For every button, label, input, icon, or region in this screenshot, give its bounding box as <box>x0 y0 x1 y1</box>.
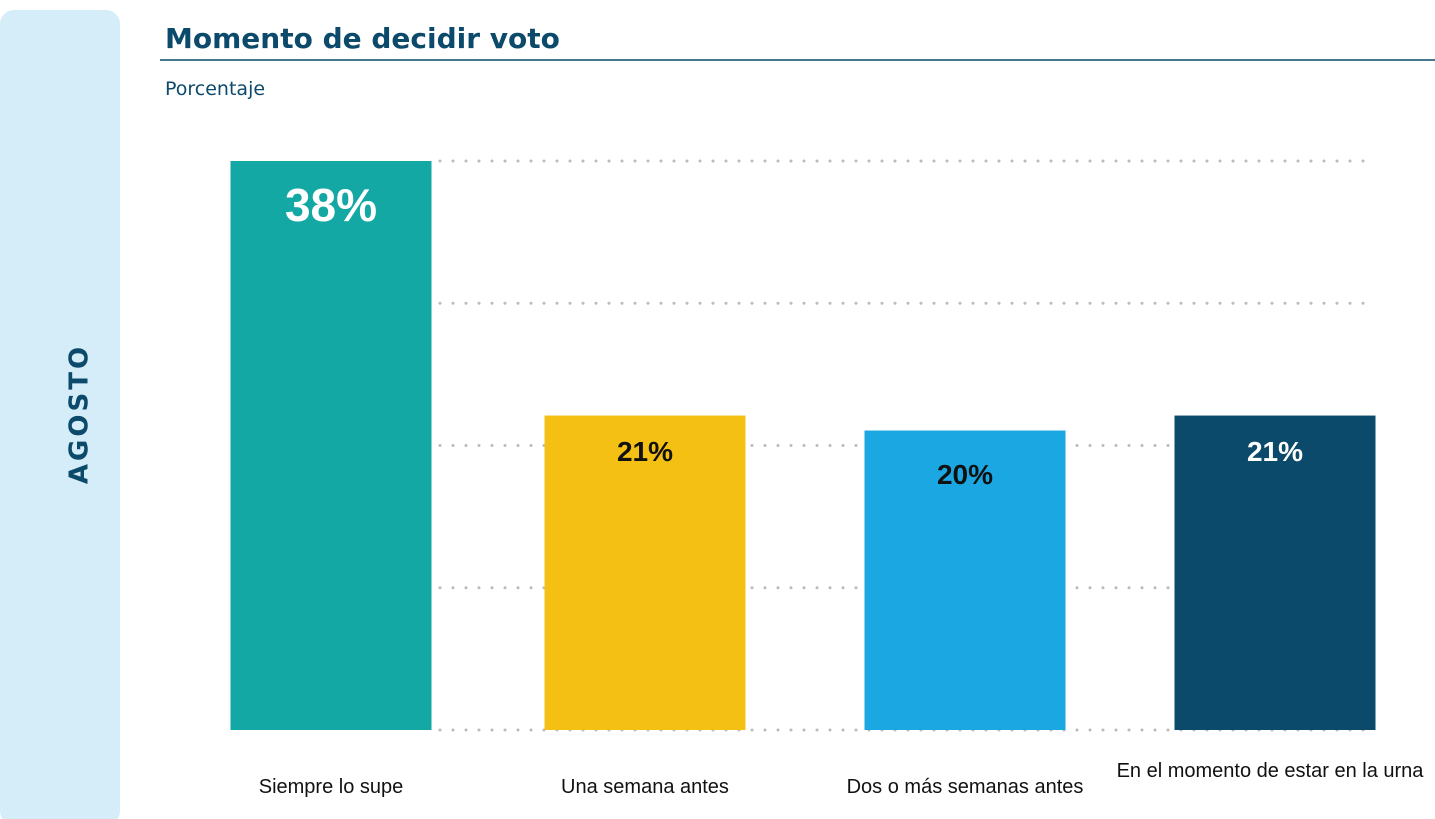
x-tick-label: En el momento de estar en la urna <box>1116 760 1424 782</box>
chart-subtitle: Porcentaje <box>165 78 265 100</box>
panel-label: AGOSTO <box>65 344 95 484</box>
bar <box>864 430 1066 730</box>
side-panel <box>0 10 120 819</box>
x-tick-label: Dos o más semanas antes <box>846 776 1084 798</box>
value-label: 38% <box>285 179 377 231</box>
x-tick-label: Siempre lo supe <box>258 776 404 798</box>
bar <box>230 161 432 730</box>
value-label: 20% <box>937 459 993 490</box>
x-tick-label: Una semana antes <box>561 776 729 798</box>
bar <box>1174 415 1376 730</box>
chart-title: Momento de decidir voto <box>165 22 560 55</box>
value-label: 21% <box>1247 436 1303 467</box>
bar <box>544 415 746 730</box>
value-label: 21% <box>617 436 673 467</box>
